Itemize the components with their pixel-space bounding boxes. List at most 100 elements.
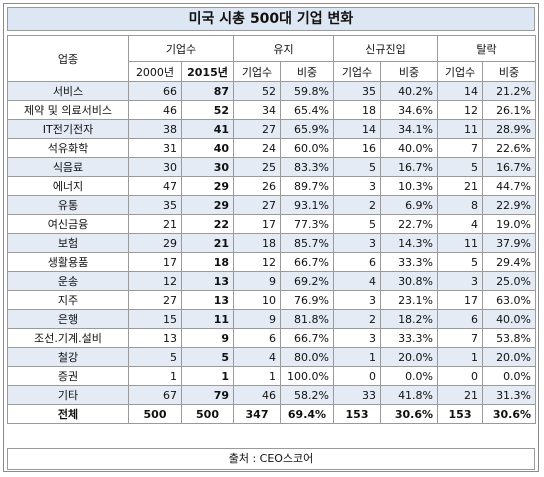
- row-drop-count: 5: [437, 157, 484, 177]
- row-count-2000: 30: [128, 157, 182, 177]
- row-new-count: 2: [333, 195, 381, 215]
- row-new-count: 3: [333, 176, 381, 196]
- row-new-share: 22.7%: [379, 214, 439, 234]
- row-count-2015: 52: [181, 100, 234, 120]
- row-category: 증권: [7, 366, 129, 386]
- row-keep-share: 89.7%: [280, 176, 334, 196]
- row-keep-share: 80.0%: [280, 347, 334, 367]
- row-drop-share: 40.0%: [482, 309, 537, 329]
- row-count-2000: 15: [128, 309, 182, 329]
- header-group-drop: 탈락: [437, 35, 537, 62]
- row-new-share: 30.8%: [379, 271, 439, 291]
- row-category: 운송: [7, 271, 129, 291]
- row-count-2015: 1: [181, 366, 234, 386]
- row-count-2015: 29: [181, 195, 234, 215]
- total-2015: 500: [181, 404, 234, 424]
- row-new-share: 34.1%: [379, 119, 439, 139]
- row-count-2015: 21: [181, 233, 234, 253]
- row-category: 석유화학: [7, 138, 129, 158]
- row-keep-share: 59.8%: [280, 81, 334, 101]
- row-drop-count: 11: [437, 119, 484, 139]
- header-category: 업종: [7, 35, 129, 82]
- row-category: 조선.기계.설비: [7, 328, 129, 348]
- row-drop-count: 7: [437, 138, 484, 158]
- row-new-share: 40.2%: [379, 81, 439, 101]
- data-table: 업종 기업수 유지 신규진입 탈락 2000년 2015년 기업수 비중 기업수…: [7, 35, 537, 424]
- row-drop-count: 21: [437, 385, 484, 405]
- row-category: 기타: [7, 385, 129, 405]
- total-drop-count: 153: [437, 404, 484, 424]
- row-keep-count: 26: [233, 176, 281, 196]
- row-drop-share: 0.0%: [482, 366, 537, 386]
- total-new-share: 30.6%: [379, 404, 439, 424]
- row-keep-count: 17: [233, 214, 281, 234]
- row-drop-share: 25.0%: [482, 271, 537, 291]
- row-count-2000: 35: [128, 195, 182, 215]
- row-category: 에너지: [7, 176, 129, 196]
- row-new-share: 33.3%: [379, 252, 439, 272]
- header-group-new: 신규진입: [332, 35, 439, 62]
- header-new-share: 비중: [379, 61, 439, 82]
- row-drop-share: 20.0%: [482, 347, 537, 367]
- row-category: 서비스: [7, 81, 129, 101]
- row-drop-share: 53.8%: [482, 328, 537, 348]
- row-drop-share: 22.6%: [482, 138, 537, 158]
- row-drop-count: 12: [437, 100, 484, 120]
- row-count-2000: 66: [128, 81, 182, 101]
- total-keep-share: 69.4%: [280, 404, 334, 424]
- row-new-share: 34.6%: [379, 100, 439, 120]
- table-row: 증권 1 1 1 100.0% 0 0.0% 0 0.0%: [7, 366, 537, 386]
- row-keep-share: 76.9%: [280, 290, 334, 310]
- row-count-2000: 12: [128, 271, 182, 291]
- row-drop-count: 0: [437, 366, 484, 386]
- row-drop-count: 4: [437, 214, 484, 234]
- row-drop-share: 21.2%: [482, 81, 537, 101]
- table-row: 제약 및 의료서비스 46 52 34 65.4% 18 34.6% 12 26.1%: [7, 100, 537, 120]
- row-keep-share: 100.0%: [280, 366, 334, 386]
- row-keep-share: 69.2%: [280, 271, 334, 291]
- row-new-share: 23.1%: [379, 290, 439, 310]
- row-new-count: 16: [333, 138, 381, 158]
- table-frame: [3, 3, 539, 472]
- header-row-groups: 업종 기업수 유지 신규진입 탈락: [7, 35, 537, 82]
- row-keep-count: 12: [233, 252, 281, 272]
- row-new-share: 40.0%: [379, 138, 439, 158]
- row-count-2015: 5: [181, 347, 234, 367]
- header-group-count: 기업수: [128, 35, 234, 62]
- row-new-count: 18: [333, 100, 381, 120]
- row-new-share: 20.0%: [379, 347, 439, 367]
- row-count-2000: 38: [128, 119, 182, 139]
- row-drop-count: 7: [437, 328, 484, 348]
- row-count-2015: 9: [181, 328, 234, 348]
- row-drop-count: 11: [437, 233, 484, 253]
- row-drop-share: 63.0%: [482, 290, 537, 310]
- table-row: 지주 27 13 10 76.9% 3 23.1% 17 63.0%: [7, 290, 537, 310]
- row-new-count: 2: [333, 309, 381, 329]
- total-label: 전체: [7, 404, 129, 424]
- total-new-count: 153: [333, 404, 381, 424]
- row-new-count: 1: [333, 347, 381, 367]
- row-count-2015: 79: [181, 385, 234, 405]
- row-new-share: 16.7%: [379, 157, 439, 177]
- table-row: 생활용품 17 18 12 66.7% 6 33.3% 5 29.4%: [7, 252, 537, 272]
- table-row: 에너지 47 29 26 89.7% 3 10.3% 21 44.7%: [7, 176, 537, 196]
- row-keep-count: 10: [233, 290, 281, 310]
- table-row: 식음료 30 30 25 83.3% 5 16.7% 5 16.7%: [7, 157, 537, 177]
- row-new-share: 41.8%: [379, 385, 439, 405]
- row-category: 여신금융: [7, 214, 129, 234]
- header-keep-count: 기업수: [233, 61, 281, 82]
- row-new-count: 3: [333, 233, 381, 253]
- row-new-count: 33: [333, 385, 381, 405]
- row-keep-count: 52: [233, 81, 281, 101]
- table-row: IT전기전자 38 41 27 65.9% 14 34.1% 11 28.9%: [7, 119, 537, 139]
- row-drop-share: 44.7%: [482, 176, 537, 196]
- row-keep-share: 77.3%: [280, 214, 334, 234]
- table-row: 서비스 66 87 52 59.8% 35 40.2% 14 21.2%: [7, 81, 537, 101]
- row-drop-share: 31.3%: [482, 385, 537, 405]
- row-category: 지주: [7, 290, 129, 310]
- row-keep-count: 24: [233, 138, 281, 158]
- table-title: 미국 시총 500대 기업 변화: [7, 7, 535, 31]
- row-drop-count: 5: [437, 252, 484, 272]
- row-keep-count: 34: [233, 100, 281, 120]
- header-drop-count: 기업수: [437, 61, 484, 82]
